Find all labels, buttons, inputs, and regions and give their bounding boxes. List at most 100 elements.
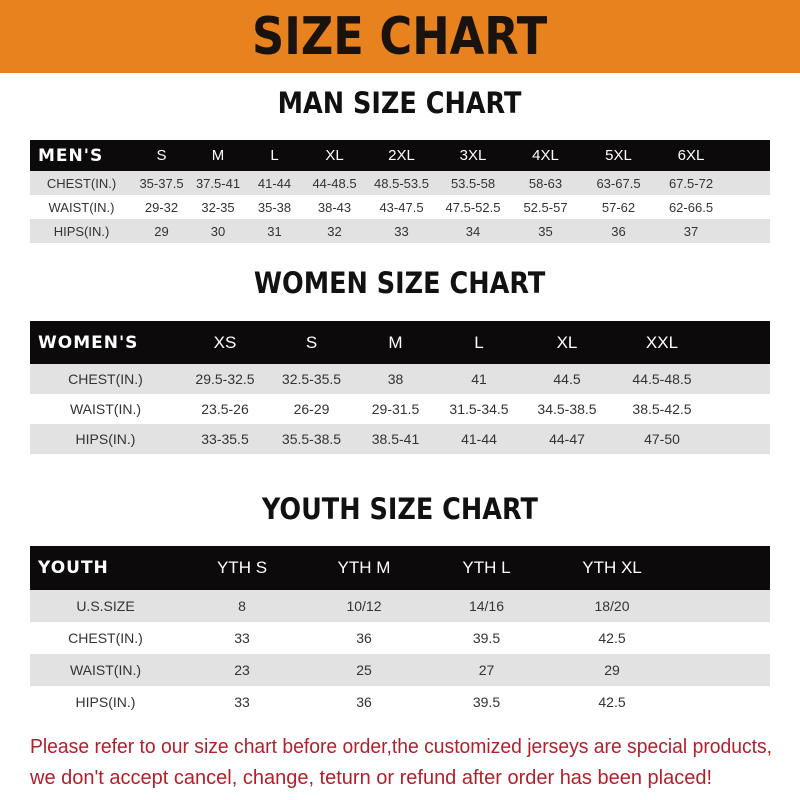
row-label: WAIST(IN.): [30, 394, 181, 424]
table-cell: 48.5-53.5: [366, 171, 437, 195]
table-cell: 33-35.5: [181, 424, 269, 454]
size-chart-banner: SIZE CHART: [0, 0, 800, 73]
table-cell: 35.5-38.5: [269, 424, 354, 454]
size-header-cell: 4XL: [509, 140, 582, 171]
empty-cell: [711, 364, 770, 394]
empty-cell: [711, 321, 770, 364]
women-size-table: WOMEN'S XS S M L XL XXL CHEST(IN.) 29.5-32.5 32.5…: [30, 321, 770, 454]
table-cell: 39.5: [425, 622, 548, 654]
table-cell: 38.5-41: [354, 424, 437, 454]
row-label: WAIST(IN.): [30, 195, 133, 219]
size-header-cell: 5XL: [582, 140, 655, 171]
table-header-row: WOMEN'S XS S M L XL XXL: [30, 321, 770, 364]
table-cell: 52.5-57: [509, 195, 582, 219]
empty-cell: [676, 686, 770, 718]
size-header-cell: YTH S: [181, 546, 303, 590]
table-cell: 36: [303, 686, 425, 718]
row-label: HIPS(IN.): [30, 219, 133, 243]
row-label: CHEST(IN.): [30, 171, 133, 195]
table-row: WAIST(IN.) 29-32 32-35 35-38 38-43 43-47.5 47.…: [30, 195, 770, 219]
table-cell: 42.5: [548, 622, 676, 654]
table-cell: 18/20: [548, 590, 676, 622]
table-cell: 10/12: [303, 590, 425, 622]
row-label: CHEST(IN.): [30, 364, 181, 394]
table-row: CHEST(IN.) 33 36 39.5 42.5: [30, 622, 770, 654]
table-cell: 29.5-32.5: [181, 364, 269, 394]
table-cell: 29-32: [133, 195, 190, 219]
table-cell: 30: [190, 219, 246, 243]
size-header-cell: M: [354, 321, 437, 364]
table-cell: 37.5-41: [190, 171, 246, 195]
row-label: HIPS(IN.): [30, 686, 181, 718]
table-row: CHEST(IN.) 35-37.5 37.5-41 41-44 44-48.5 48.5…: [30, 171, 770, 195]
table-cell: 33: [366, 219, 437, 243]
table-cell: 32-35: [190, 195, 246, 219]
empty-cell: [711, 424, 770, 454]
size-header-cell: XXL: [613, 321, 711, 364]
table-cell: 38.5-42.5: [613, 394, 711, 424]
table-cell: 25: [303, 654, 425, 686]
table-cell: 53.5-58: [437, 171, 509, 195]
table-cell: 42.5: [548, 686, 676, 718]
youth-section-title: YOUTH SIZE CHART: [261, 492, 539, 526]
men-section-title: MAN SIZE CHART: [278, 86, 522, 120]
empty-cell: [711, 394, 770, 424]
table-cell: 35: [509, 219, 582, 243]
table-cell: 58-63: [509, 171, 582, 195]
table-cell: 35-38: [246, 195, 303, 219]
table-cell: 14/16: [425, 590, 548, 622]
size-header-cell: L: [246, 140, 303, 171]
table-row: HIPS(IN.) 33 36 39.5 42.5: [30, 686, 770, 718]
table-corner-label: YOUTH: [30, 546, 181, 590]
empty-cell: [676, 546, 770, 590]
size-header-cell: L: [437, 321, 521, 364]
table-row: HIPS(IN.) 29 30 31 32 33 34 35 36 37: [30, 219, 770, 243]
table-cell: 36: [582, 219, 655, 243]
size-header-cell: YTH M: [303, 546, 425, 590]
banner-title: SIZE CHART: [252, 6, 548, 67]
empty-cell: [676, 622, 770, 654]
table-cell: 31: [246, 219, 303, 243]
table-cell: 36: [303, 622, 425, 654]
empty-cell: [727, 140, 770, 171]
size-header-cell: 2XL: [366, 140, 437, 171]
table-cell: 34: [437, 219, 509, 243]
youth-size-table: YOUTH YTH S YTH M YTH L YTH XL U.S.SIZE 8 10/12…: [30, 546, 770, 718]
size-header-cell: XL: [303, 140, 366, 171]
size-header-cell: XS: [181, 321, 269, 364]
table-cell: 33: [181, 686, 303, 718]
table-row: U.S.SIZE 8 10/12 14/16 18/20: [30, 590, 770, 622]
size-header-cell: S: [269, 321, 354, 364]
table-cell: 35-37.5: [133, 171, 190, 195]
table-row: CHEST(IN.) 29.5-32.5 32.5-35.5 38 41 44.5 44.5…: [30, 364, 770, 394]
table-row: WAIST(IN.) 23 25 27 29: [30, 654, 770, 686]
table-row: WAIST(IN.) 23.5-26 26-29 29-31.5 31.5-34.5 34…: [30, 394, 770, 424]
row-label: U.S.SIZE: [30, 590, 181, 622]
table-corner-label: MEN'S: [30, 140, 133, 171]
empty-cell: [727, 171, 770, 195]
size-header-cell: XL: [521, 321, 613, 364]
table-cell: 32: [303, 219, 366, 243]
table-cell: 41-44: [437, 424, 521, 454]
table-cell: 29: [548, 654, 676, 686]
empty-cell: [676, 590, 770, 622]
table-cell: 44.5-48.5: [613, 364, 711, 394]
size-header-cell: M: [190, 140, 246, 171]
table-cell: 43-47.5: [366, 195, 437, 219]
table-cell: 38: [354, 364, 437, 394]
table-cell: 37: [655, 219, 727, 243]
table-cell: 34.5-38.5: [521, 394, 613, 424]
row-label: CHEST(IN.): [30, 622, 181, 654]
empty-cell: [727, 219, 770, 243]
table-cell: 41-44: [246, 171, 303, 195]
table-cell: 63-67.5: [582, 171, 655, 195]
table-header-row: YOUTH YTH S YTH M YTH L YTH XL: [30, 546, 770, 590]
empty-cell: [727, 195, 770, 219]
table-cell: 31.5-34.5: [437, 394, 521, 424]
table-cell: 8: [181, 590, 303, 622]
row-label: WAIST(IN.): [30, 654, 181, 686]
men-size-table: MEN'S S M L XL 2XL 3XL 4XL 5XL 6XL CHEST(IN.) 35-37…: [30, 140, 770, 243]
order-notice-line-2: we don't accept cancel, change, teturn o…: [30, 767, 713, 789]
table-cell: 62-66.5: [655, 195, 727, 219]
table-cell: 33: [181, 622, 303, 654]
